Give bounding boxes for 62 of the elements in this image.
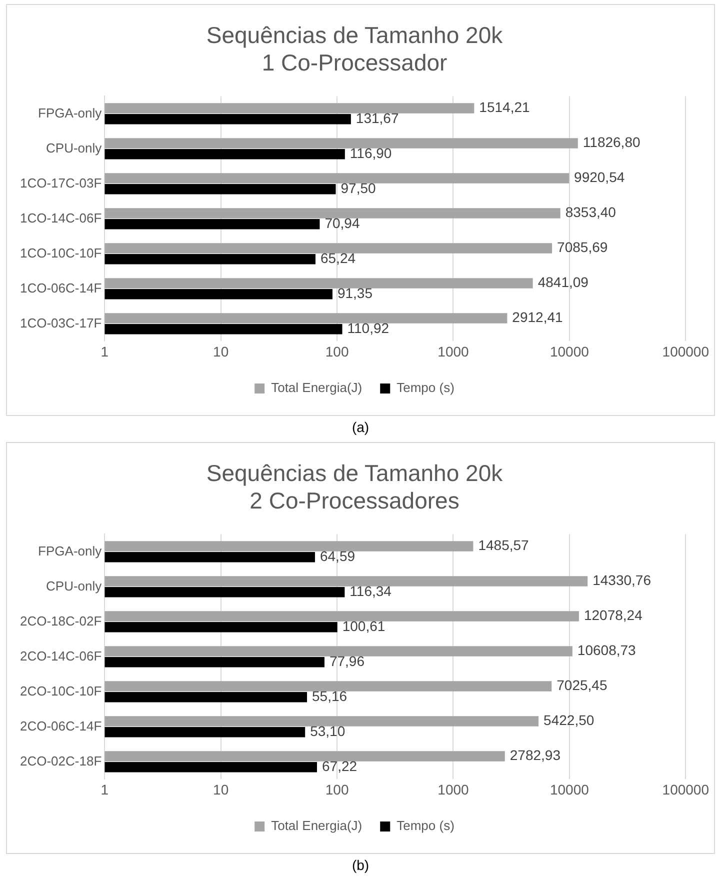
y-tick-label: CPU-only (46, 140, 102, 156)
data-label: 110,92 (347, 320, 390, 336)
y-tick-label: 1CO-17C-03F (20, 175, 102, 190)
y-tick-label: 2CO-10C-10F (20, 683, 102, 698)
legend-label: Total Energia(J) (271, 818, 362, 834)
data-label: 14330,76 (592, 572, 652, 588)
data-label: 7025,45 (556, 677, 608, 694)
y-tick-label: 2CO-02C-18F (20, 753, 102, 768)
data-label: 7085,69 (557, 239, 608, 256)
data-label: 116,34 (350, 582, 392, 599)
legend-label: Tempo (s) (396, 818, 454, 834)
data-label: 1485,57 (478, 537, 530, 554)
data-label: 67,22 (322, 758, 358, 774)
data-label: 4841,09 (538, 274, 589, 290)
data-label: 91,35 (337, 284, 373, 301)
data-label: 77,96 (329, 652, 365, 669)
y-tick-label: FPGA-only (38, 543, 102, 558)
x-tick-label: 100000 (662, 781, 710, 798)
data-label: 64,59 (320, 548, 356, 564)
x-tick-label: 100 (325, 343, 349, 360)
y-tick-label: FPGA-only (38, 105, 102, 120)
chart-title: Sequências de Tamanho 20k 2 Co-Processadores (206, 460, 504, 514)
data-label: 2912,41 (512, 309, 564, 326)
x-tick-label: 100000 (662, 343, 710, 360)
x-tick-label: 1 (100, 781, 109, 798)
data-label: 9920,54 (574, 169, 625, 186)
data-label: 116,90 (350, 144, 392, 161)
y-tick-label: 1CO-14C-06F (20, 210, 102, 226)
y-tick-label: 2CO-14C-06F (20, 648, 102, 664)
data-label: 70,94 (324, 214, 360, 231)
chart-title: Sequências de Tamanho 20k 1 Co-Processador (206, 22, 504, 76)
x-tick-label: 10000 (550, 781, 590, 798)
x-tick-label: 10000 (550, 343, 590, 360)
legend-label: Total Energia(J) (271, 380, 362, 396)
data-label: 55,16 (312, 688, 348, 704)
data-label: 97,50 (340, 180, 376, 196)
x-tick-label: 10 (213, 781, 229, 798)
legend-label: Tempo (s) (396, 380, 454, 396)
data-label: 65,24 (320, 250, 356, 266)
x-tick-label: 1000 (438, 781, 470, 798)
y-tick-label: CPU-only (46, 578, 102, 594)
data-label: 131,67 (356, 110, 399, 126)
data-label: 100,61 (342, 618, 386, 634)
y-tick-label: 2CO-06C-14F (20, 718, 102, 734)
y-tick-label: 1CO-03C-17F (20, 315, 102, 330)
data-label: 12078,24 (584, 607, 643, 624)
x-tick-label: 100 (325, 781, 349, 798)
data-label: 53,10 (310, 722, 346, 739)
x-tick-label: 1 (100, 343, 109, 360)
data-label: 5422,50 (544, 712, 594, 728)
data-label: 2782,93 (510, 747, 561, 764)
text: (b) (350, 856, 370, 875)
data-label: 8353,40 (565, 204, 616, 220)
data-label: 1514,21 (479, 99, 530, 116)
y-tick-label: 1CO-10C-10F (20, 245, 102, 260)
text: (a) (350, 418, 370, 437)
x-tick-label: 1000 (438, 343, 470, 360)
data-label: 11826,80 (582, 134, 640, 150)
data-label: 10608,73 (577, 642, 636, 658)
x-tick-label: 10 (213, 343, 229, 360)
y-tick-label: 1CO-06C-14F (20, 280, 102, 296)
y-tick-label: 2CO-18C-02F (20, 613, 102, 628)
